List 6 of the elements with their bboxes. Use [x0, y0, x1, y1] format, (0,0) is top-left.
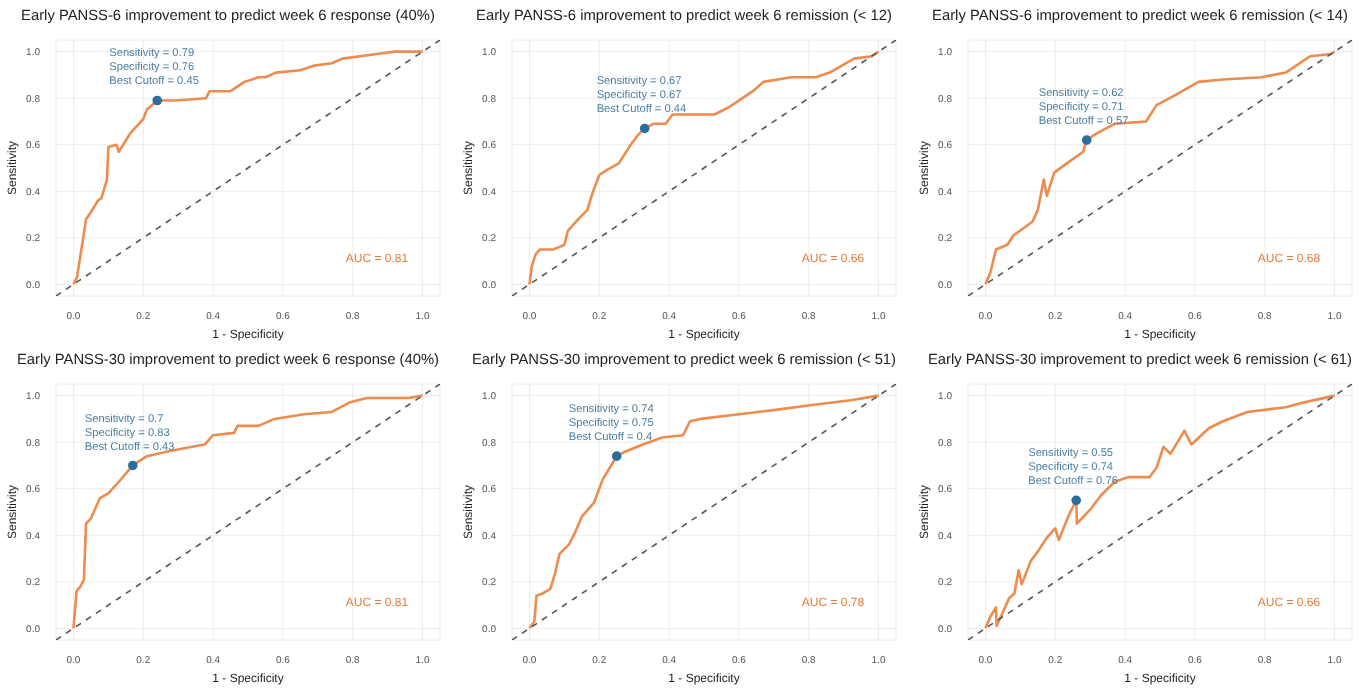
line-series — [528, 394, 880, 630]
line-series — [72, 50, 424, 286]
line-series — [984, 394, 1336, 630]
line-series — [984, 50, 1336, 286]
line-series — [72, 394, 424, 630]
line-series — [528, 50, 880, 286]
